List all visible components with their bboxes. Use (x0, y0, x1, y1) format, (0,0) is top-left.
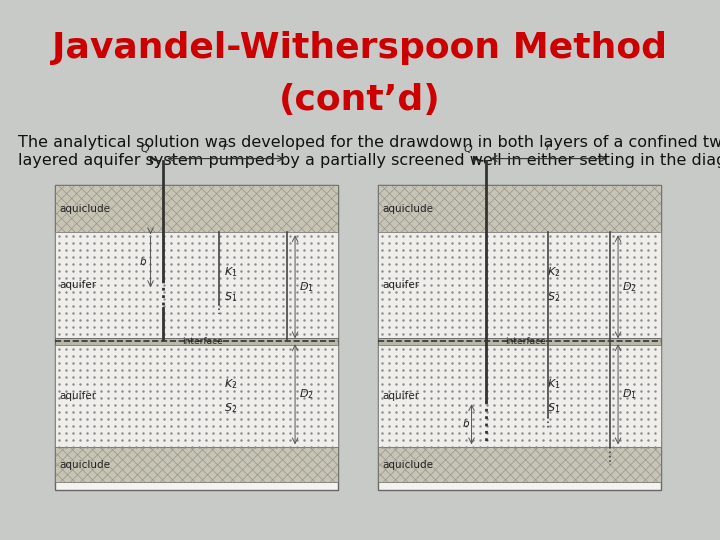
Text: $S_2$: $S_2$ (224, 402, 237, 415)
Text: $S_2$: $S_2$ (547, 291, 560, 305)
Text: aquiclude: aquiclude (382, 460, 433, 470)
Bar (55, 185, 338, 232)
Bar (378, 447, 661, 482)
Text: $D_2$: $D_2$ (299, 387, 314, 401)
Text: b: b (462, 420, 469, 429)
Bar (55, 232, 338, 338)
Bar (55, 185, 338, 490)
Text: $K_2$: $K_2$ (224, 377, 237, 391)
Text: $K_2$: $K_2$ (546, 265, 560, 279)
Text: aquiclude: aquiclude (59, 204, 110, 214)
Bar (378, 185, 661, 232)
Text: aquifer: aquifer (382, 280, 419, 290)
Text: r: r (222, 141, 227, 152)
Bar (378, 232, 661, 338)
Bar (378, 345, 661, 447)
Text: Q: Q (464, 144, 472, 153)
Text: r: r (546, 141, 550, 152)
Bar (55, 447, 338, 482)
Text: $D_1$: $D_1$ (622, 387, 637, 401)
Bar (55, 345, 338, 447)
Text: b: b (139, 256, 146, 267)
Text: interface: interface (182, 337, 223, 346)
Text: $D_1$: $D_1$ (299, 280, 314, 294)
Text: (cont’d): (cont’d) (279, 83, 441, 117)
Text: $K_1$: $K_1$ (224, 265, 237, 279)
Text: $D_2$: $D_2$ (622, 280, 636, 294)
Text: Q: Q (140, 144, 149, 153)
Bar (378, 338, 661, 345)
Bar (378, 185, 661, 490)
Text: Javandel-Witherspoon Method: Javandel-Witherspoon Method (53, 31, 667, 65)
Text: The analytical solution was developed for the drawdown in both layers of a confi: The analytical solution was developed fo… (18, 135, 720, 150)
Text: aquiclude: aquiclude (59, 460, 110, 470)
Text: aquifer: aquifer (59, 391, 96, 401)
Text: $K_1$: $K_1$ (546, 377, 560, 391)
Text: aquifer: aquifer (382, 391, 419, 401)
Text: interface: interface (505, 337, 546, 346)
Text: $S_1$: $S_1$ (224, 291, 237, 305)
Text: $S_1$: $S_1$ (546, 402, 560, 415)
Text: aquiclude: aquiclude (382, 204, 433, 214)
Bar (55, 338, 338, 345)
Text: aquifer: aquifer (59, 280, 96, 290)
Text: layered aquifer system pumped by a partially screened well in either setting in : layered aquifer system pumped by a parti… (18, 153, 720, 168)
